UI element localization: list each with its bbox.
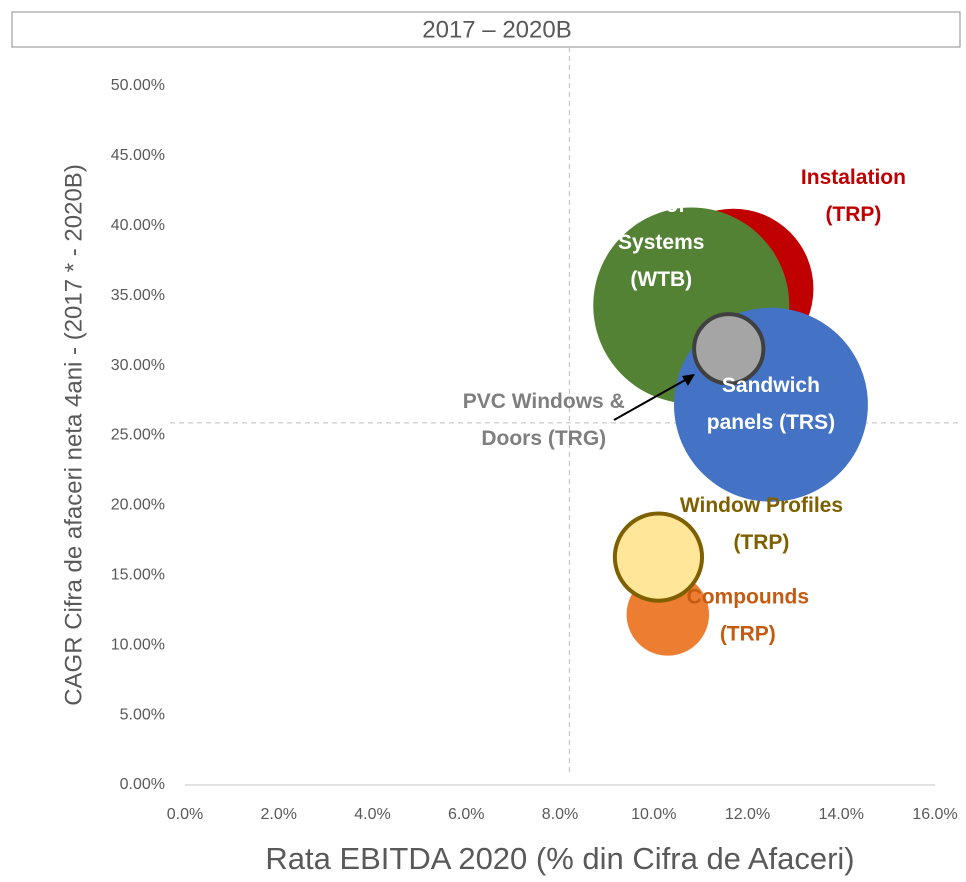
bubble-label: Sandwich (722, 374, 820, 397)
x-axis-label: Rata EBITDA 2020 (% din Cifra de Afaceri… (265, 841, 854, 876)
bubble-label: Compounds (687, 585, 809, 608)
chart-title: 2017 – 2020B (422, 16, 571, 43)
y-tick-label: 45.00% (111, 147, 165, 164)
x-tick-label: 6.0% (448, 806, 484, 823)
y-tick-label: 30.00% (111, 357, 165, 374)
bubble-label: (TRP) (720, 622, 776, 645)
bubble-label: panels (TRS) (707, 411, 835, 434)
y-tick-label: 15.00% (111, 567, 165, 584)
x-tick-label: 12.0% (725, 806, 770, 823)
x-tick-label: 14.0% (819, 806, 864, 823)
bubble-label: Window Profiles (680, 494, 843, 517)
x-tick-label: 8.0% (542, 806, 578, 823)
x-tick-label: 4.0% (354, 806, 390, 823)
y-axis-label: CAGR Cifra de afaceri neta 4ani - (2017 … (60, 164, 87, 706)
bubble-label: (TRP) (733, 531, 789, 554)
y-tick-label: 50.00% (111, 77, 165, 94)
x-tick-label: 10.0% (631, 806, 676, 823)
x-tick-label: 2.0% (261, 806, 297, 823)
bubble-label: PVC Windows & (463, 390, 625, 413)
y-tick-label: 25.00% (111, 427, 165, 444)
y-tick-label: 5.00% (120, 706, 165, 723)
bubble-label: Instalation (801, 166, 906, 189)
bubble-label: Doors (TRG) (481, 427, 606, 450)
bubble (612, 511, 705, 603)
y-tick-label: 0.00% (120, 776, 165, 793)
y-tick-label: 10.00% (111, 636, 165, 653)
y-tick-label: 35.00% (111, 287, 165, 304)
y-tick-label: 20.00% (111, 497, 165, 514)
bubble-label: Systems (618, 231, 704, 254)
y-tick-label: 40.00% (111, 217, 165, 234)
bubble-label: (WTB) (630, 268, 692, 291)
x-tick-label: 16.0% (912, 806, 957, 823)
arrow (613, 378, 688, 421)
x-tick-label: 0.0% (167, 806, 203, 823)
title-box (11, 11, 961, 48)
bubble (692, 312, 766, 386)
bubble-label: (TRP) (825, 203, 881, 226)
bubble-label: Roof (637, 194, 686, 217)
arrow-head (682, 374, 695, 386)
